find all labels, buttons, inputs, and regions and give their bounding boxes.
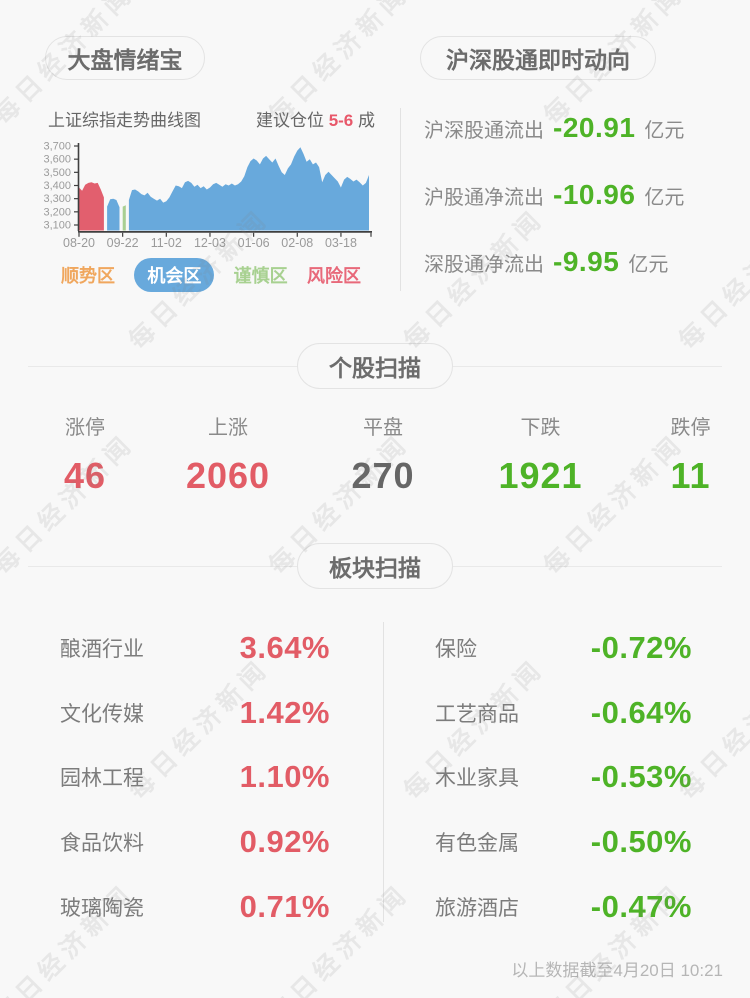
stat-limit-up: 涨停 46	[40, 415, 130, 497]
sector-change: -0.72%	[590, 630, 692, 665]
svg-text:02-08: 02-08	[281, 236, 313, 250]
chart-title: 上证综指走势曲线图	[48, 111, 201, 130]
panel-badge-market-sentiment: 大盘情绪宝	[45, 36, 205, 80]
flow-value: -10.96	[553, 179, 636, 210]
sector-name: 工艺商品	[435, 703, 519, 726]
sector-row-gainer: 食品饮料 0.92%	[60, 810, 330, 874]
position-advice: 建议仓位 5-6 成	[256, 106, 375, 131]
northbound-row-shenzhen: 深股通净流出 -9.95 亿元	[424, 246, 668, 278]
stat-value: 11	[670, 455, 711, 496]
stat-value: 270	[351, 455, 415, 496]
sector-name: 玻璃陶瓷	[60, 897, 144, 920]
sector-row-loser: 有色金属 -0.50%	[435, 810, 692, 874]
sector-row-loser: 木业家具 -0.53%	[435, 745, 692, 809]
sector-name: 保险	[435, 638, 477, 661]
svg-text:3,700: 3,700	[43, 141, 71, 153]
zone-legend: 顺势区 机会区 谨慎区 风险区	[45, 258, 377, 292]
svg-text:11-02: 11-02	[151, 236, 182, 250]
svg-text:3,200: 3,200	[43, 206, 71, 218]
svg-text:3,300: 3,300	[43, 193, 71, 205]
northbound-row-shanghai: 沪股通净流出 -10.96 亿元	[424, 179, 684, 211]
sector-name: 有色金属	[435, 832, 519, 855]
flow-label: 沪深股通流出	[424, 120, 544, 142]
legend-opportunity-zone[interactable]: 机会区	[134, 258, 215, 292]
sector-change: 1.42%	[239, 695, 330, 730]
sector-change: 1.10%	[239, 759, 330, 794]
svg-text:3,400: 3,400	[43, 180, 71, 192]
flow-value: -20.91	[553, 112, 636, 143]
sector-row-gainer: 园林工程 1.10%	[60, 745, 330, 809]
flow-unit: 亿元	[644, 187, 685, 209]
stat-unchanged: 平盘 270	[318, 415, 448, 497]
legend-trend-zone[interactable]: 顺势区	[61, 266, 115, 286]
watermark-text: 每日经济新闻	[673, 203, 750, 356]
sector-row-loser: 保险 -0.72%	[435, 616, 692, 680]
vertical-divider-sectors	[383, 622, 384, 922]
section-badge-text: 板块扫描	[329, 555, 421, 581]
sector-change: -0.50%	[590, 824, 692, 859]
watermark-text: 每日经济新闻	[398, 203, 551, 356]
flow-unit: 亿元	[628, 254, 669, 276]
panel-badge-text: 沪深股通即时动向	[446, 47, 630, 73]
svg-text:03-18: 03-18	[325, 236, 357, 250]
flow-unit: 亿元	[644, 120, 685, 142]
sector-change: -0.47%	[590, 889, 692, 924]
vertical-divider-top	[400, 108, 401, 291]
sector-name: 园林工程	[60, 767, 144, 790]
section-badge-sector-scan: 板块扫描	[297, 543, 453, 589]
data-timestamp: 以上数据截至4月20日 10:21	[511, 961, 723, 980]
panel-badge-text: 大盘情绪宝	[67, 47, 183, 73]
sector-change: 0.71%	[239, 889, 330, 924]
sector-name: 木业家具	[435, 767, 519, 790]
stat-label: 下跌	[520, 417, 561, 439]
stat-declining: 下跌 1921	[478, 415, 603, 497]
svg-text:3,600: 3,600	[43, 154, 71, 166]
sector-change: -0.64%	[590, 695, 692, 730]
svg-text:09-22: 09-22	[107, 236, 139, 250]
section-badge-stock-scan: 个股扫描	[297, 343, 453, 389]
flow-label: 深股通净流出	[424, 254, 544, 276]
advice-value: 5-6	[328, 111, 354, 130]
stat-limit-down: 跌停 11	[643, 415, 738, 497]
stat-label: 涨停	[65, 417, 105, 439]
stat-value: 46	[63, 455, 107, 496]
advice-prefix: 建议仓位	[255, 111, 324, 130]
sector-row-gainer: 玻璃陶瓷 0.71%	[60, 875, 330, 939]
section-badge-text: 个股扫描	[329, 355, 421, 381]
panel-badge-northbound-flow: 沪深股通即时动向	[420, 36, 656, 80]
sector-change: 3.64%	[239, 630, 330, 665]
sector-row-gainer: 酿酒行业 3.64%	[60, 616, 330, 680]
svg-text:01-06: 01-06	[238, 236, 270, 250]
advice-suffix: 成	[358, 111, 375, 130]
flow-label: 沪股通净流出	[424, 187, 544, 209]
northbound-row-total: 沪深股通流出 -20.91 亿元	[424, 112, 684, 144]
sector-change: 0.92%	[239, 824, 330, 859]
stat-label: 上涨	[208, 417, 248, 439]
stat-label: 平盘	[363, 417, 403, 439]
stat-advancing: 上涨 2060	[163, 415, 293, 497]
sector-name: 旅游酒店	[435, 897, 519, 920]
flow-value: -9.95	[553, 246, 620, 277]
svg-text:3,100: 3,100	[43, 220, 71, 232]
sector-row-loser: 旅游酒店 -0.47%	[435, 875, 692, 939]
svg-text:12-03: 12-03	[194, 236, 226, 250]
sector-row-gainer: 文化传媒 1.42%	[60, 681, 330, 745]
stat-label: 跌停	[670, 417, 711, 439]
svg-text:08-20: 08-20	[63, 236, 95, 250]
sector-row-loser: 工艺商品 -0.64%	[435, 681, 692, 745]
sector-name: 文化传媒	[60, 703, 144, 726]
svg-text:3,500: 3,500	[43, 167, 71, 179]
legend-risk-zone[interactable]: 风险区	[306, 266, 361, 286]
stat-value: 1921	[498, 455, 583, 496]
stat-value: 2060	[185, 455, 271, 496]
sector-change: -0.53%	[590, 759, 692, 794]
sector-name: 食品饮料	[60, 832, 144, 855]
sector-name: 酿酒行业	[60, 638, 144, 661]
legend-caution-zone[interactable]: 谨慎区	[233, 266, 288, 286]
